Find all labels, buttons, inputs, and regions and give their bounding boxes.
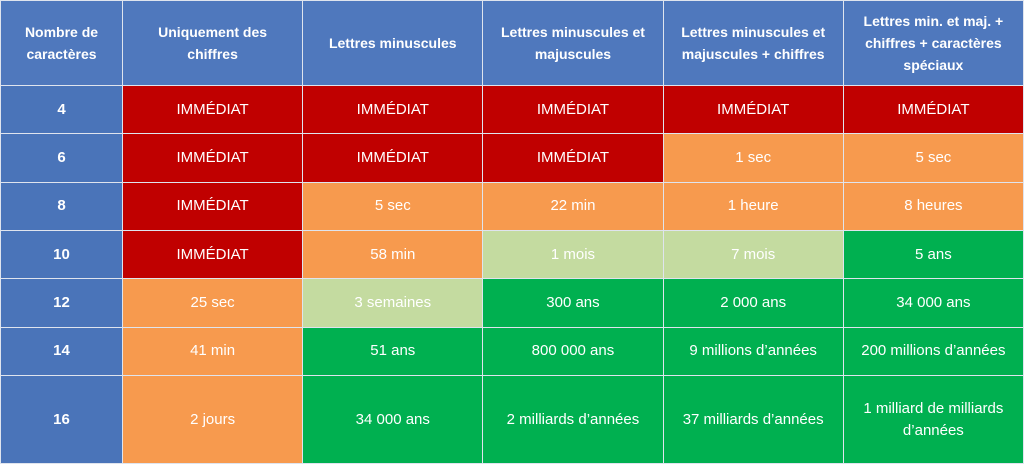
- table-row: 4 IMMÉDIAT IMMÉDIAT IMMÉDIAT IMMÉDIAT IMMÉDIA…: [0, 84, 1024, 135]
- table-cell: IMMÉDIAT: [121, 181, 304, 232]
- column-header: Lettres minuscules: [302, 0, 484, 86]
- row-header: 10: [0, 230, 123, 280]
- row-header: 8: [0, 181, 123, 232]
- table-cell: IMMÉDIAT: [842, 84, 1024, 135]
- table-body: 4 IMMÉDIAT IMMÉDIAT IMMÉDIAT IMMÉDIAT IMMÉDIA…: [0, 84, 1024, 464]
- table-row: 6 IMMÉDIAT IMMÉDIAT IMMÉDIAT 1 sec 5 sec: [0, 133, 1024, 183]
- table-cell: 51 ans: [302, 326, 484, 377]
- table-row: 14 41 min 51 ans 800 000 ans 9 millions d’an…: [0, 326, 1024, 377]
- table-cell: 800 000 ans: [482, 326, 664, 377]
- row-header: 4: [0, 84, 123, 135]
- table-row: 12 25 sec 3 semaines 300 ans 2 000 ans 34 000…: [0, 278, 1024, 328]
- table-cell: 1 mois: [482, 230, 664, 280]
- table-row: 16 2 jours 34 000 ans 2 milliards d’années 3…: [0, 375, 1024, 464]
- table-cell: IMMÉDIAT: [482, 133, 664, 183]
- table-cell: 9 millions d’années: [662, 326, 844, 377]
- row-header: 16: [0, 375, 123, 464]
- table-cell: 5 sec: [842, 133, 1024, 183]
- table-cell: 5 sec: [302, 181, 484, 232]
- table-cell: 5 ans: [842, 230, 1024, 280]
- table-cell: 2 000 ans: [662, 278, 844, 328]
- table-cell: 8 heures: [842, 181, 1024, 232]
- table-cell: IMMÉDIAT: [482, 84, 664, 135]
- column-header: Nombre de caractères: [0, 0, 123, 86]
- table-cell: 34 000 ans: [302, 375, 484, 464]
- row-header: 12: [0, 278, 123, 328]
- table-cell: IMMÉDIAT: [121, 133, 304, 183]
- table-cell: 1 sec: [662, 133, 844, 183]
- header-row: Nombre de caractères Uniquement des chiff…: [0, 0, 1024, 86]
- column-header: Lettres minuscules et majuscules + chiff…: [662, 0, 844, 86]
- table-cell: IMMÉDIAT: [121, 230, 304, 280]
- table-cell: 2 jours: [121, 375, 304, 464]
- table-cell: 7 mois: [662, 230, 844, 280]
- table-cell: 58 min: [302, 230, 484, 280]
- table-cell: 34 000 ans: [842, 278, 1024, 328]
- table-cell: 2 milliards d’années: [482, 375, 664, 464]
- table-cell: 300 ans: [482, 278, 664, 328]
- table-cell: 41 min: [121, 326, 304, 377]
- table-cell: IMMÉDIAT: [121, 84, 304, 135]
- table-cell: 1 heure: [662, 181, 844, 232]
- table-cell: IMMÉDIAT: [302, 84, 484, 135]
- table-cell: 200 millions d’années: [842, 326, 1024, 377]
- row-header: 6: [0, 133, 123, 183]
- column-header: Uniquement des chiffres: [121, 0, 304, 86]
- table-row: 8 IMMÉDIAT 5 sec 22 min 1 heure 8 heures: [0, 181, 1024, 232]
- row-header: 14: [0, 326, 123, 377]
- table-cell: IMMÉDIAT: [302, 133, 484, 183]
- table-cell: 37 milliards d’années: [662, 375, 844, 464]
- table-cell: 3 semaines: [302, 278, 484, 328]
- table-cell: IMMÉDIAT: [662, 84, 844, 135]
- column-header: Lettres min. et maj. + chiffres + caract…: [842, 0, 1024, 86]
- table-cell: 25 sec: [121, 278, 304, 328]
- column-header: Lettres minuscules et majuscules: [482, 0, 664, 86]
- table-cell: 1 milliard de milliards d’années: [842, 375, 1024, 464]
- table-row: 10 IMMÉDIAT 58 min 1 mois 7 mois 5 ans: [0, 230, 1024, 280]
- table-cell: 22 min: [482, 181, 664, 232]
